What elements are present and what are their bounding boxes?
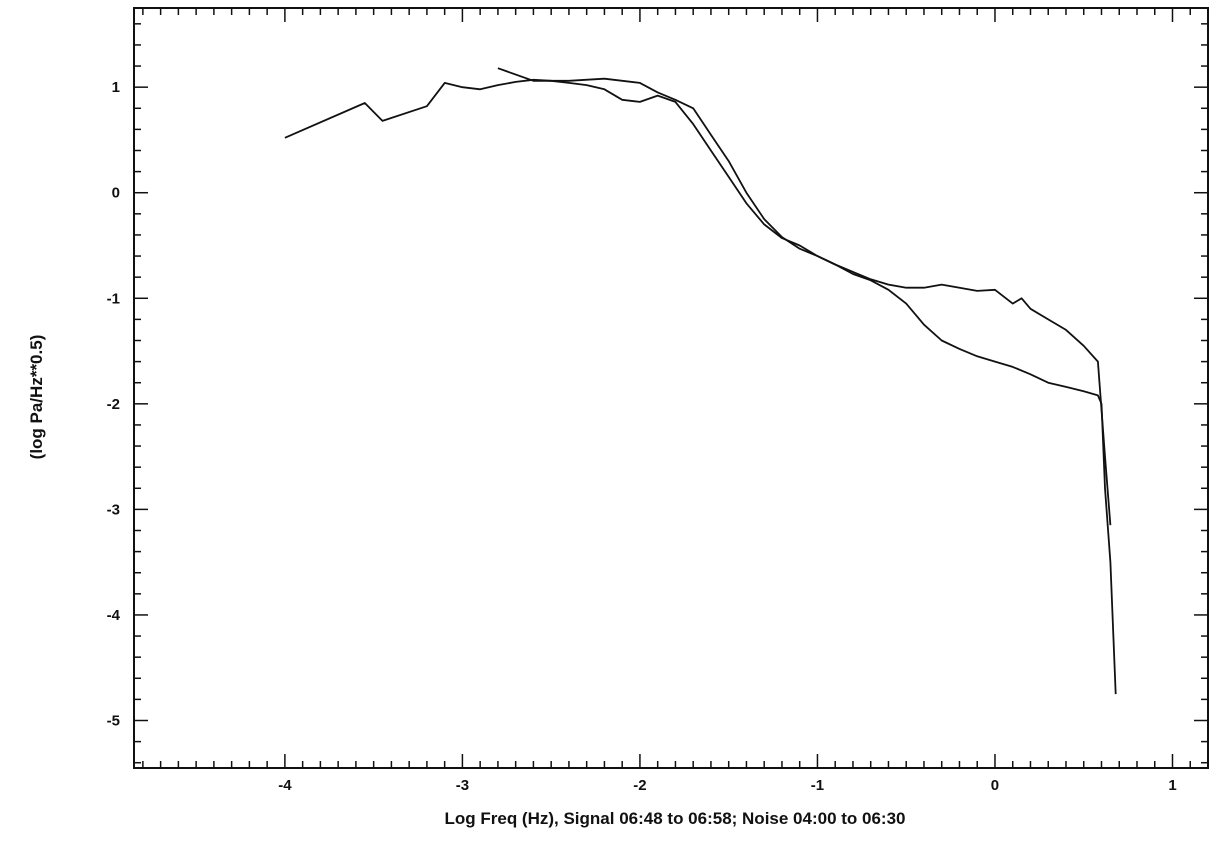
y-tick-label: -5 bbox=[107, 713, 120, 730]
y-tick-label: -3 bbox=[107, 501, 120, 518]
tick-marks bbox=[134, 8, 1209, 768]
series-line-1 bbox=[284, 78, 1117, 695]
series-lines bbox=[284, 67, 1117, 695]
y-tick-label: 1 bbox=[112, 79, 120, 96]
y-tick-label: -2 bbox=[107, 396, 120, 413]
x-tick-label: -2 bbox=[633, 777, 646, 794]
x-tick-label: -3 bbox=[456, 777, 469, 794]
plot-frame bbox=[133, 7, 1209, 769]
x-tick-label: 1 bbox=[1168, 777, 1176, 794]
x-axis-title: Log Freq (Hz), Signal 06:48 to 06:58; No… bbox=[444, 809, 905, 828]
x-tick-label: 0 bbox=[991, 777, 999, 794]
x-tick-labels: -4 -3 -2 -1 0 1 bbox=[278, 777, 1176, 794]
y-tick-label: -4 bbox=[107, 607, 121, 624]
x-tick-label: -4 bbox=[278, 777, 292, 794]
y-tick-labels: 1 0 -1 -2 -3 -4 -5 bbox=[107, 79, 121, 729]
y-tick-label: -1 bbox=[107, 290, 120, 307]
y-axis-title: (log Pa/Hz**0.5) bbox=[27, 335, 46, 460]
series-line-2 bbox=[497, 67, 1112, 526]
x-tick-label: -1 bbox=[811, 777, 824, 794]
y-tick-label: 0 bbox=[112, 185, 120, 202]
